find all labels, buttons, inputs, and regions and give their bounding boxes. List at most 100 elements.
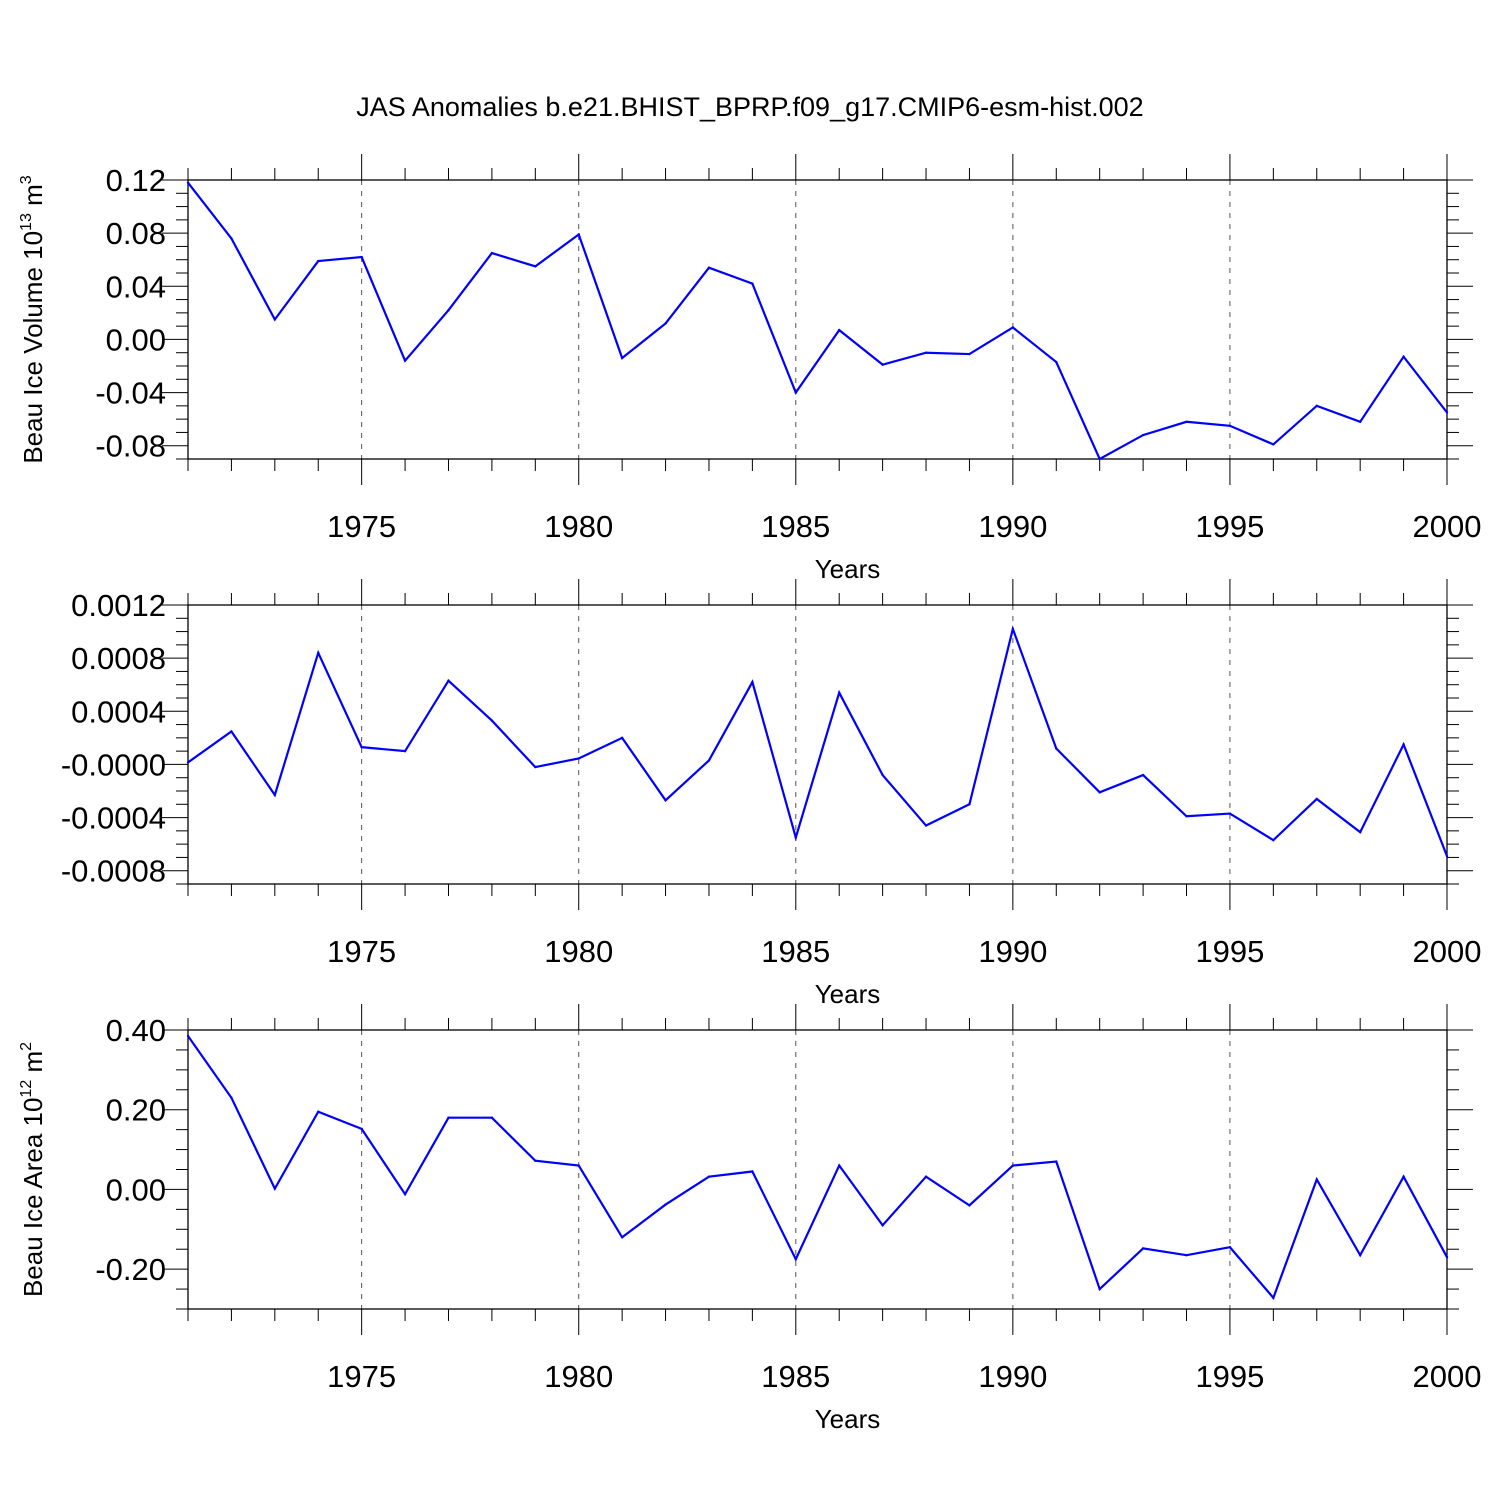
data-point: [273, 1187, 277, 1190]
data-point: [1141, 1247, 1145, 1250]
data-point: [1358, 1253, 1362, 1257]
x-tick-label: 1975: [327, 934, 396, 969]
data-point: [881, 773, 884, 777]
data-point: [273, 793, 277, 797]
data-point: [1402, 743, 1405, 746]
x-tick-label: 2000: [1413, 509, 1482, 544]
y-tick-label: 0.0008: [71, 641, 166, 676]
data-point: [924, 824, 928, 827]
data-point: [186, 761, 190, 764]
data-point: [534, 765, 537, 769]
data-point: [1272, 443, 1275, 446]
data-point: [1358, 420, 1362, 423]
y-tick-label: -0.20: [95, 1252, 166, 1287]
data-point: [707, 1175, 711, 1178]
data-point: [620, 356, 624, 360]
data-point: [317, 1110, 320, 1113]
y-tick-label: -0.0008: [61, 854, 166, 889]
data-point: [534, 265, 537, 268]
series-line: [187, 625, 1449, 857]
x-tick-label: 1995: [1195, 509, 1264, 544]
data-point: [1272, 838, 1275, 842]
y-tick-label: 0.00: [106, 1172, 166, 1207]
data-point: [360, 1127, 363, 1131]
data-point: [1402, 355, 1405, 358]
data-point: [1055, 747, 1058, 750]
data-point: [1315, 404, 1318, 408]
data-point: [1098, 457, 1101, 461]
data-point: [881, 363, 884, 366]
data-point: [360, 255, 363, 259]
data-point: [403, 359, 407, 362]
data-point: [924, 1175, 928, 1178]
data-point: [186, 1034, 190, 1038]
y-tick-label: -0.0000: [61, 747, 166, 782]
data-point: [1402, 1175, 1405, 1178]
data-point: [1011, 326, 1015, 329]
chart-panel: -0.0008 -0.0004 -0.0000 0.0004 0.0008 0.0012 1…: [61, 579, 1482, 1009]
y-axis-label-unit: m: [18, 1051, 48, 1080]
data-point: [230, 730, 233, 733]
data-point: [838, 691, 841, 694]
data-point: [664, 322, 667, 325]
data-point: [1228, 1246, 1232, 1249]
y-tick-label: 0.12: [106, 163, 166, 198]
x-tick-label: 1995: [1195, 1359, 1264, 1394]
data-point: [794, 391, 797, 394]
data-point: [403, 749, 407, 753]
data-point: [273, 318, 277, 321]
data-point: [794, 836, 797, 839]
data-point: [577, 233, 580, 236]
data-point: [620, 736, 624, 740]
data-point: [186, 181, 190, 184]
x-tick-label: 1995: [1195, 934, 1264, 969]
data-point: [577, 1164, 580, 1167]
data-point: [1445, 411, 1449, 414]
y-tick-label: -0.08: [95, 429, 166, 464]
y-tick-label: -0.0004: [61, 801, 166, 836]
data-point: [620, 1236, 624, 1239]
data-point: [230, 1096, 233, 1099]
data-point: [317, 259, 320, 263]
data-point: [1358, 830, 1362, 834]
data-point: [1185, 420, 1188, 423]
data-point: [1098, 791, 1101, 794]
y-axis-label-unit-exponent: 2: [18, 1042, 35, 1051]
y-tick-label: -0.04: [95, 376, 166, 411]
data-point: [838, 328, 841, 332]
x-tick-label: 1975: [327, 509, 396, 544]
data-point: [1228, 424, 1232, 427]
y-axis-label: Beau Ice Volume 1013 m3: [18, 175, 48, 463]
data-point: [490, 251, 494, 255]
data-point: [447, 309, 450, 312]
chart-panel: -0.08 -0.04 0.00 0.04 0.08 0.12 1975 1980 1985 19…: [18, 154, 1481, 584]
data-point: [794, 1257, 797, 1261]
x-tick-label: 2000: [1413, 1359, 1482, 1394]
data-point: [1445, 1255, 1449, 1259]
y-tick-label: 0.0012: [71, 588, 166, 623]
data-point: [751, 1170, 754, 1173]
x-axis-label: Years: [815, 1404, 881, 1434]
data-point: [1315, 1178, 1318, 1181]
data-point: [968, 803, 971, 806]
plot-frame: [187, 179, 1448, 460]
y-tick-label: 0.08: [106, 216, 166, 251]
data-point: [881, 1224, 884, 1227]
x-tick-label: 1990: [978, 509, 1047, 544]
x-tick-label: 2000: [1413, 934, 1482, 969]
data-point: [1098, 1287, 1101, 1291]
data-point: [1272, 1296, 1275, 1300]
figure-title: JAS Anomalies b.e21.BHIST_BPRP.f09_g17.C…: [356, 92, 1143, 122]
y-axis-label-exponent: 12: [18, 1080, 35, 1098]
x-axis-label: Years: [815, 979, 881, 1009]
y-tick-label: 0.00: [106, 322, 166, 357]
data-point: [230, 237, 233, 240]
data-point: [447, 679, 450, 682]
x-tick-label: 1980: [544, 509, 613, 544]
data-point: [707, 266, 711, 269]
data-point: [751, 680, 754, 684]
data-point: [1141, 773, 1145, 777]
data-point: [1185, 1253, 1188, 1257]
y-tick-label: 0.20: [106, 1093, 166, 1128]
